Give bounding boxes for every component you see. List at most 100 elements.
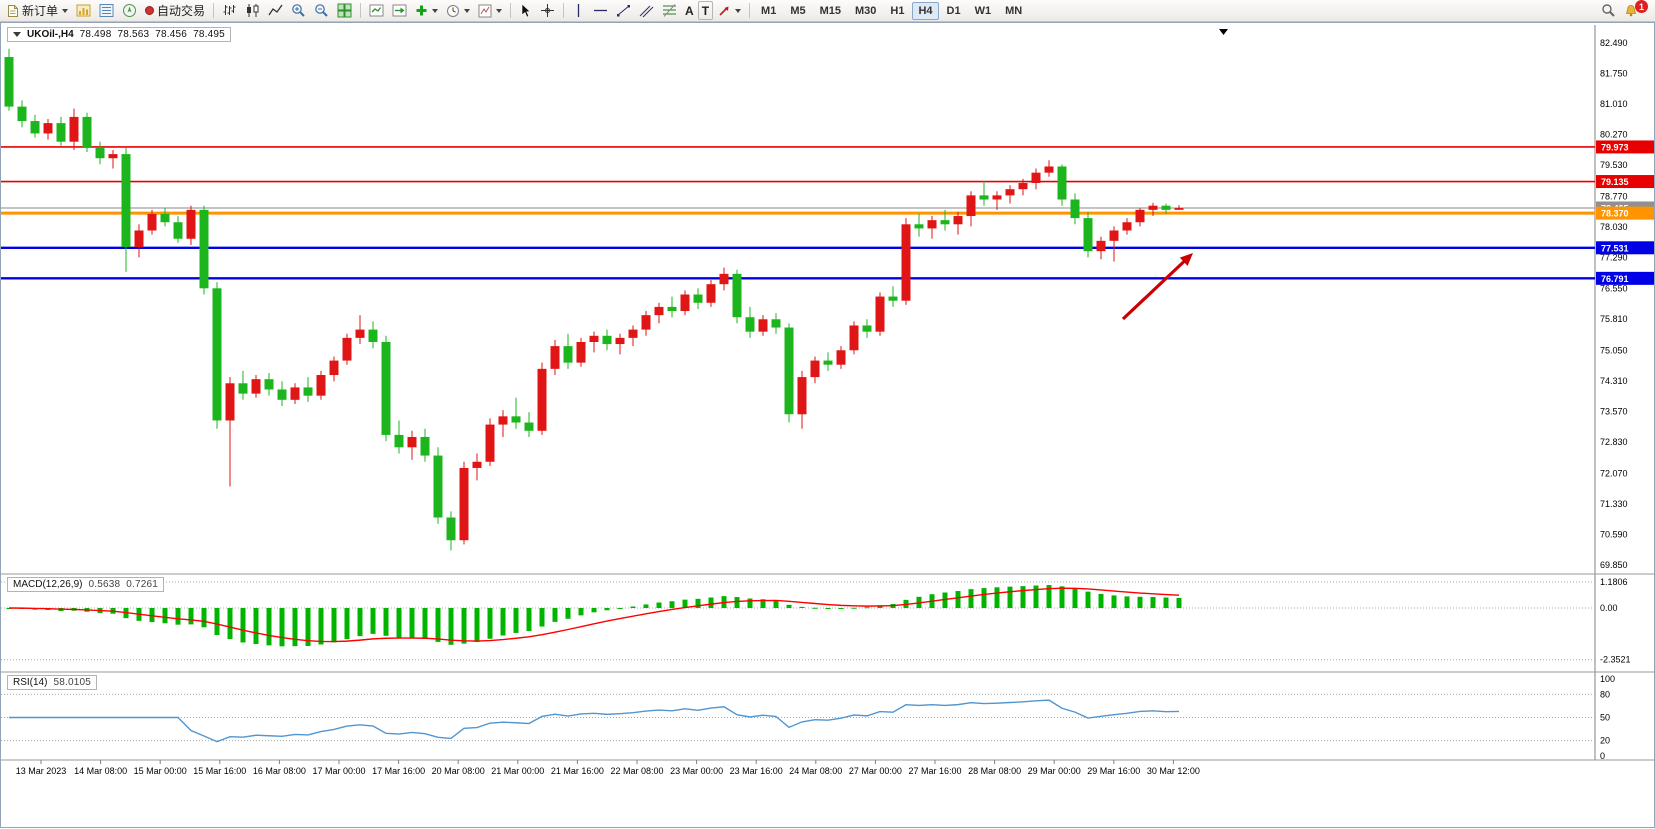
clock-icon bbox=[446, 4, 460, 18]
notification-count-badge: 1 bbox=[1635, 0, 1648, 13]
auto-scroll-button[interactable] bbox=[365, 1, 388, 20]
price-badge-label: 77.531 bbox=[1601, 243, 1629, 253]
price-axis-label: 75.050 bbox=[1600, 345, 1628, 355]
channel-tool-button[interactable] bbox=[635, 1, 658, 20]
auto-scroll-icon bbox=[369, 3, 384, 18]
time-axis-label: 23 Mar 00:00 bbox=[670, 766, 723, 776]
price-axis-label: 80.270 bbox=[1600, 130, 1628, 140]
fibonacci-tool-button[interactable] bbox=[658, 1, 681, 20]
rsi-line bbox=[9, 699, 1180, 743]
price-badge bbox=[1596, 241, 1654, 255]
profiles-icon bbox=[76, 3, 91, 18]
charts-profile-button[interactable] bbox=[72, 1, 95, 20]
toolbar-separator bbox=[213, 3, 215, 18]
toolbar-separator bbox=[563, 3, 565, 18]
chevron-down-icon bbox=[735, 8, 742, 13]
chart-canvas[interactable]: 82.490 81.750 81.010 80.270 79.530 78.770 78.0… bbox=[1, 23, 1655, 829]
timeframe-w1[interactable]: W1 bbox=[974, 4, 992, 17]
bar-chart-mode-button[interactable] bbox=[218, 1, 241, 20]
time-axis-label: 29 Mar 00:00 bbox=[1028, 766, 1081, 776]
periods-menu-button[interactable] bbox=[442, 1, 474, 20]
price-axis-label: 71.330 bbox=[1600, 499, 1628, 509]
candlestick-mode-button[interactable] bbox=[241, 1, 264, 20]
new-order-icon bbox=[7, 4, 19, 18]
line-chart-mode-button[interactable] bbox=[264, 1, 287, 20]
text-tool-button[interactable]: A bbox=[681, 1, 698, 20]
crosshair-icon bbox=[540, 3, 555, 18]
new-order-label: 新订单 bbox=[22, 4, 59, 18]
symbol-period-label: UKOil-,H4 bbox=[27, 29, 74, 40]
indicators-menu-button[interactable] bbox=[411, 1, 442, 20]
macd-header[interactable]: MACD(12,26,9) 0.5638 0.7261 bbox=[7, 577, 165, 592]
market-watch-button[interactable] bbox=[95, 1, 118, 20]
rsi-label: RSI(14) bbox=[13, 677, 48, 688]
time-axis-label: 17 Mar 16:00 bbox=[372, 766, 425, 776]
search-button[interactable] bbox=[1597, 1, 1620, 20]
timeframe-m30[interactable]: M30 bbox=[855, 4, 877, 17]
time-axis-label: 21 Mar 00:00 bbox=[491, 766, 544, 776]
timeframe-h4[interactable]: H4 bbox=[912, 1, 939, 20]
arrow-shape-icon bbox=[717, 4, 731, 18]
price-axis-label: 78.030 bbox=[1600, 222, 1628, 232]
macd-label: MACD(12,26,9) bbox=[13, 579, 83, 590]
timeframe-d1[interactable]: D1 bbox=[946, 4, 961, 17]
time-axis-label: 29 Mar 16:00 bbox=[1087, 766, 1140, 776]
time-axis-label: 15 Mar 16:00 bbox=[193, 766, 246, 776]
search-icon bbox=[1601, 3, 1616, 18]
shapes-menu-button[interactable] bbox=[713, 1, 745, 20]
price-axis-label: 79.530 bbox=[1600, 160, 1628, 170]
rsi-axis-label: 80 bbox=[1600, 689, 1610, 699]
time-axis-label: 23 Mar 16:00 bbox=[730, 766, 783, 776]
macd-axis-label: 0.00 bbox=[1600, 603, 1618, 613]
timeframe-m15[interactable]: M15 bbox=[819, 4, 842, 17]
navigator-icon bbox=[122, 3, 137, 18]
crosshair-tool-button[interactable] bbox=[536, 1, 559, 20]
auto-trading-button[interactable]: 自动交易 bbox=[141, 1, 209, 20]
price-axis-label: 81.010 bbox=[1600, 99, 1628, 109]
label-tool-button[interactable]: T bbox=[697, 1, 714, 20]
notifications-button[interactable]: 1 bbox=[1620, 0, 1652, 20]
new-order-button[interactable]: 新订单 bbox=[3, 1, 72, 20]
trendline-icon bbox=[616, 3, 631, 18]
timeframe-m1[interactable]: M1 bbox=[761, 4, 777, 17]
toolbar-separator bbox=[360, 3, 362, 18]
chart-shift-button[interactable] bbox=[388, 1, 411, 20]
zoom-out-button[interactable] bbox=[310, 1, 333, 20]
chevron-down-icon bbox=[496, 8, 503, 13]
ohlc-open: 78.498 bbox=[79, 29, 112, 40]
toolbar-separator bbox=[749, 3, 751, 18]
trendline-tool-button[interactable] bbox=[612, 1, 635, 20]
chevron-down-icon bbox=[464, 8, 471, 13]
time-axis-label: 28 Mar 08:00 bbox=[968, 766, 1021, 776]
templates-menu-button[interactable] bbox=[474, 1, 506, 20]
macd-signal-line bbox=[8, 587, 1180, 643]
annotation-arrow-head bbox=[1179, 253, 1193, 266]
timeframe-m5[interactable]: M5 bbox=[790, 4, 806, 17]
rsi-header[interactable]: RSI(14) 58.0105 bbox=[7, 675, 98, 690]
annotation-arrow[interactable] bbox=[1121, 257, 1189, 321]
time-axis-label: 21 Mar 16:00 bbox=[551, 766, 604, 776]
zoom-in-button[interactable] bbox=[287, 1, 310, 20]
price-axis-label: 82.490 bbox=[1600, 38, 1628, 48]
time-axis-label: 22 Mar 08:00 bbox=[610, 766, 663, 776]
vertical-line-tool-button[interactable] bbox=[568, 1, 589, 20]
horizontal-line-tool-button[interactable] bbox=[589, 1, 612, 20]
time-axis-label: 14 Mar 08:00 bbox=[74, 766, 127, 776]
tile-windows-button[interactable] bbox=[333, 1, 356, 20]
timeframe-h1[interactable]: H1 bbox=[890, 4, 905, 17]
one-click-trading-expander-icon[interactable] bbox=[13, 32, 21, 37]
chart-window[interactable]: 82.490 81.750 81.010 80.270 79.530 78.770 78.0… bbox=[0, 22, 1655, 828]
rsi-axis-label: 100 bbox=[1600, 674, 1615, 684]
cursor-tool-button[interactable] bbox=[515, 1, 536, 20]
channel-icon bbox=[639, 3, 654, 18]
rsi-value: 58.0105 bbox=[53, 677, 92, 688]
ohlc-bars-icon bbox=[222, 3, 237, 18]
price-axis-label: 69.850 bbox=[1600, 560, 1628, 570]
macd-axis-label: 1.1806 bbox=[1600, 577, 1628, 587]
symbol-info-bar[interactable]: UKOil-,H4 78.498 78.563 78.456 78.495 bbox=[7, 27, 231, 42]
timeframe-mn[interactable]: MN bbox=[1005, 4, 1023, 17]
macd-axis-label: -2.3521 bbox=[1600, 655, 1631, 665]
time-axis-label: 27 Mar 16:00 bbox=[908, 766, 961, 776]
line-chart-icon bbox=[268, 3, 283, 18]
navigator-button[interactable] bbox=[118, 1, 141, 20]
